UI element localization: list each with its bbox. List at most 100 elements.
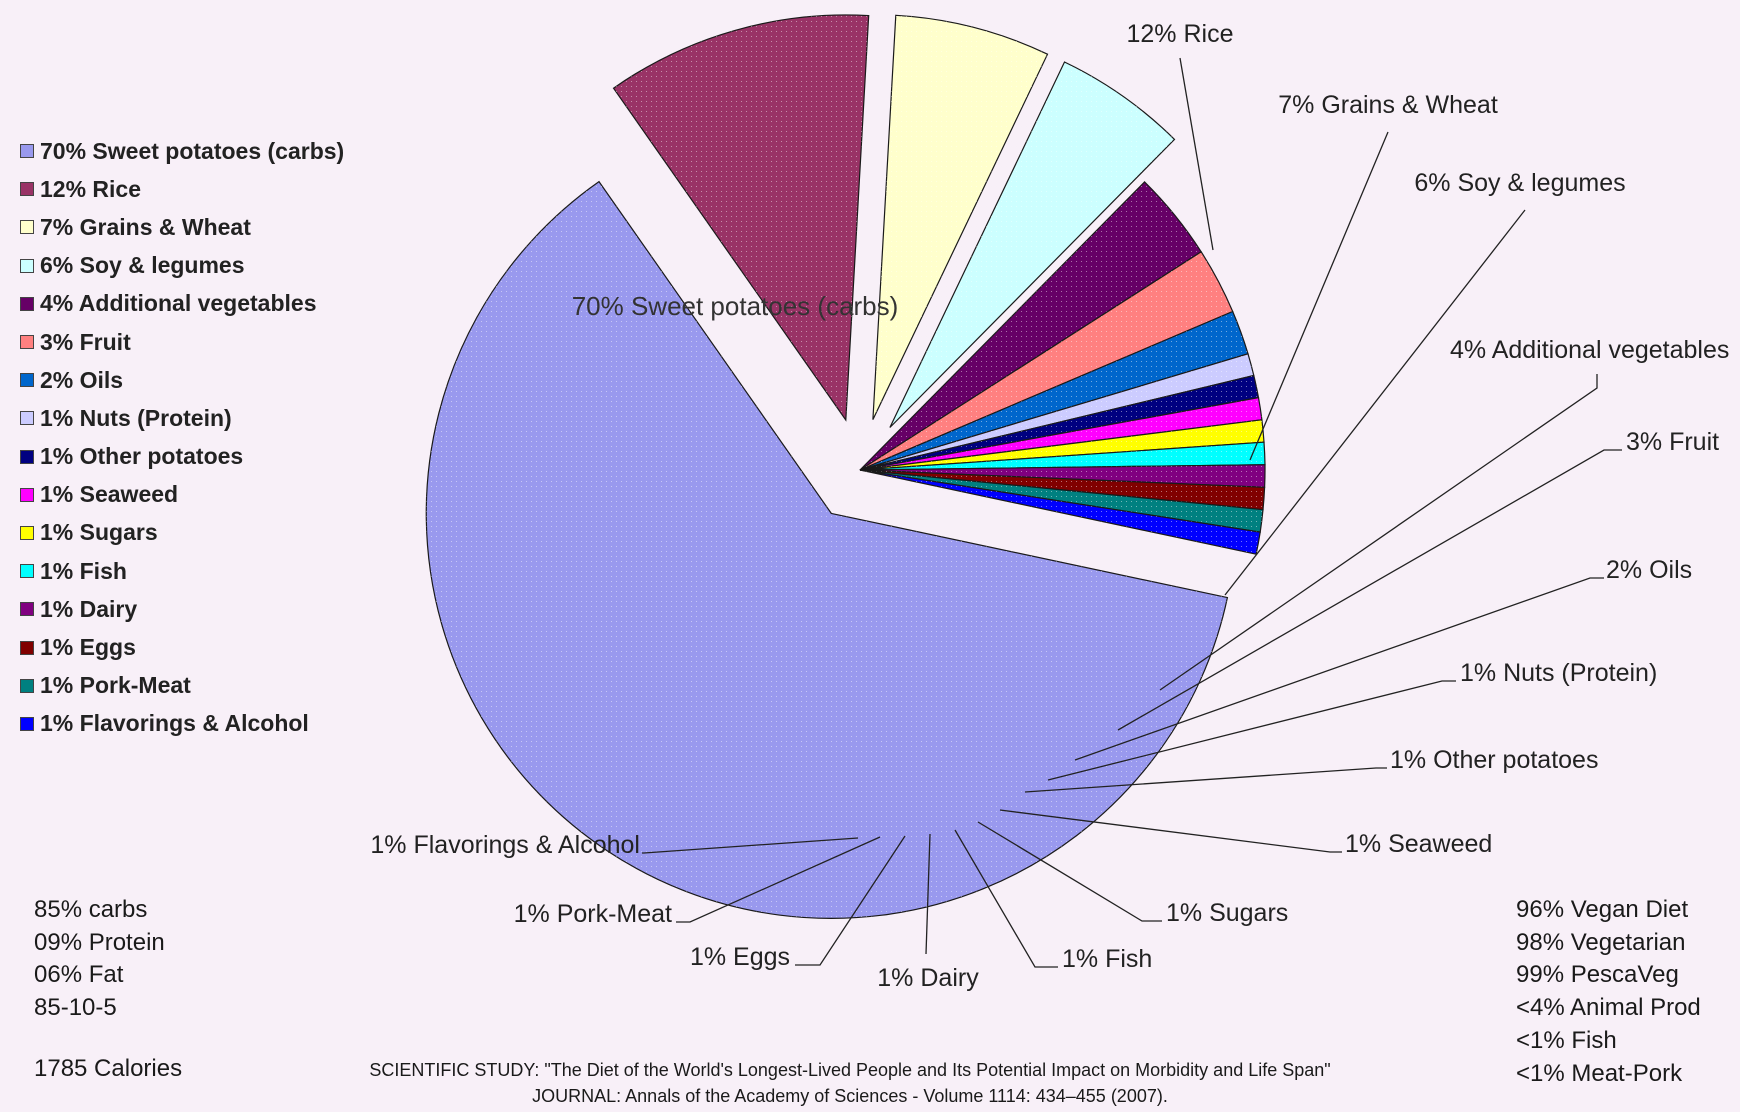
data-label: 12% Rice bbox=[1127, 20, 1234, 48]
legend-swatch bbox=[20, 144, 34, 159]
slice-rice-texture bbox=[613, 14, 869, 421]
slice-dairy-texture bbox=[860, 464, 1266, 488]
legend-label: 1% Pork-Meat bbox=[40, 672, 191, 699]
legend-item: 1% Dairy bbox=[20, 590, 344, 628]
slice-soy-legumes-texture bbox=[889, 62, 1175, 428]
slice-sweet-potatoes-carbs-texture bbox=[426, 181, 1228, 919]
leader-line bbox=[676, 836, 881, 923]
data-label: 4% Additional vegetables bbox=[1450, 336, 1729, 364]
legend: 70% Sweet potatoes (carbs) 12% Rice 7% G… bbox=[20, 132, 344, 743]
leader-line bbox=[1047, 680, 1456, 781]
data-label: 1% Sugars bbox=[1166, 899, 1288, 927]
macro-ratio: 85-10-5 bbox=[34, 993, 117, 1021]
legend-label: 1% Flavorings & Alcohol bbox=[40, 710, 309, 737]
legend-swatch bbox=[20, 411, 34, 426]
legend-label: 1% Dairy bbox=[40, 595, 138, 622]
legend-swatch bbox=[20, 602, 34, 617]
legend-item: 3% Fruit bbox=[20, 323, 344, 361]
legend-item: 1% Other potatoes bbox=[20, 438, 344, 476]
legend-item: 1% Flavorings & Alcohol bbox=[20, 705, 344, 743]
legend-swatch bbox=[20, 487, 34, 502]
leader-line bbox=[954, 829, 1058, 968]
data-label: 1% Other potatoes bbox=[1390, 746, 1598, 774]
legend-swatch bbox=[20, 296, 34, 311]
legend-swatch bbox=[20, 335, 34, 350]
data-label: 1% Nuts (Protein) bbox=[1460, 659, 1657, 687]
leader-line bbox=[1024, 767, 1387, 793]
data-label: 70% Sweet potatoes (carbs) bbox=[572, 291, 899, 321]
legend-label: 12% Rice bbox=[40, 175, 142, 202]
legend-label: 6% Soy & legumes bbox=[40, 252, 245, 279]
legend-label: 4% Additional vegetables bbox=[40, 290, 317, 317]
diet-summary-item: <1% Meat-Pork bbox=[1516, 1059, 1683, 1087]
leader-line bbox=[925, 833, 931, 955]
data-label: 7% Grains & Wheat bbox=[1278, 91, 1498, 119]
diet-summary-item: <4% Animal Prod bbox=[1516, 994, 1701, 1022]
data-label: 1% Flavorings & Alcohol bbox=[370, 831, 640, 859]
diet-summary-item: 98% Vegetarian bbox=[1516, 928, 1686, 956]
data-label: 1% Seaweed bbox=[1345, 830, 1492, 858]
data-label: 6% Soy & legumes bbox=[1414, 169, 1625, 197]
legend-item: 1% Sugars bbox=[20, 514, 344, 552]
diet-summary-item: 99% PescaVeg bbox=[1516, 961, 1679, 989]
legend-swatch bbox=[20, 640, 34, 655]
legend-swatch bbox=[20, 220, 34, 235]
legend-label: 1% Eggs bbox=[40, 634, 136, 661]
legend-label: 1% Seaweed bbox=[40, 481, 179, 508]
leader-line bbox=[642, 837, 859, 854]
legend-item: 1% Seaweed bbox=[20, 476, 344, 514]
diet-summary-item: <1% Fish bbox=[1516, 1026, 1617, 1054]
legend-item: 2% Oils bbox=[20, 361, 344, 399]
legend-item: 70% Sweet potatoes (carbs) bbox=[20, 132, 344, 170]
macro-carbs: 85% carbs bbox=[34, 896, 148, 923]
legend-label: 7% Grains & Wheat bbox=[40, 213, 251, 240]
macro-protein: 09% Protein bbox=[34, 928, 165, 956]
legend-swatch bbox=[20, 449, 34, 464]
data-label: 1% Pork-Meat bbox=[514, 900, 672, 928]
source-study: SCIENTIFIC STUDY: "The Diet of the World… bbox=[369, 1060, 1331, 1080]
data-label: 1% Eggs bbox=[690, 943, 790, 971]
legend-swatch bbox=[20, 716, 34, 731]
legend-label: 1% Other potatoes bbox=[40, 443, 244, 470]
legend-item: 1% Fish bbox=[20, 552, 344, 590]
legend-swatch bbox=[20, 258, 34, 273]
slice-sugars-texture bbox=[860, 419, 1264, 470]
legend-item: 1% Pork-Meat bbox=[20, 667, 344, 705]
leader-line bbox=[1074, 577, 1604, 761]
legend-item: 6% Soy & legumes bbox=[20, 247, 344, 285]
macro-summary: 85% carbs 09% Protein 06% Fat 85-10-5 bbox=[34, 894, 165, 1024]
slice-flavorings-alcohol-texture bbox=[860, 470, 1261, 555]
diet-summary-item: 96% Vegan Diet bbox=[1516, 896, 1689, 923]
legend-label: 2% Oils bbox=[40, 366, 124, 393]
slice-additional-vegetables-texture bbox=[860, 181, 1202, 470]
slice-oils-texture bbox=[860, 311, 1248, 470]
leader-line bbox=[1179, 57, 1214, 251]
leader-line bbox=[1117, 449, 1622, 731]
leader-line bbox=[999, 809, 1342, 853]
leader-line bbox=[977, 821, 1162, 922]
slice-fish-texture bbox=[860, 442, 1265, 470]
legend-item: 12% Rice bbox=[20, 170, 344, 208]
diet-summary: 96% Vegan Diet 98% Vegetarian 99% PescaV… bbox=[1516, 894, 1701, 1090]
calories-total: 1785 Calories bbox=[34, 1055, 183, 1082]
slice-other-potatoes-texture bbox=[860, 375, 1259, 470]
slice-nuts-protein-texture bbox=[860, 353, 1254, 470]
leader-line bbox=[1249, 131, 1389, 461]
leader-line bbox=[1224, 209, 1526, 596]
legend-label: 1% Nuts (Protein) bbox=[40, 404, 232, 431]
legend-label: 1% Sugars bbox=[40, 519, 158, 546]
macro-fat: 06% Fat bbox=[34, 961, 124, 988]
legend-label: 70% Sweet potatoes (carbs) bbox=[40, 137, 345, 164]
legend-item: 1% Nuts (Protein) bbox=[20, 399, 344, 437]
legend-label: 3% Fruit bbox=[40, 328, 131, 355]
legend-item: 1% Eggs bbox=[20, 628, 344, 666]
source-journal: JOURNAL: Annals of the Academy of Scienc… bbox=[532, 1086, 1168, 1106]
legend-swatch bbox=[20, 182, 34, 197]
data-label: 2% Oils bbox=[1606, 556, 1692, 584]
legend-label: 1% Fish bbox=[40, 557, 127, 584]
slice-seaweed-texture bbox=[860, 397, 1262, 470]
data-label: 1% Fish bbox=[1062, 945, 1152, 973]
legend-swatch bbox=[20, 678, 34, 693]
legend-item: 7% Grains & Wheat bbox=[20, 208, 344, 246]
